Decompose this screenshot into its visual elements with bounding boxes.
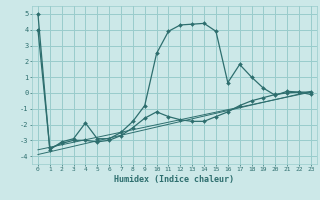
X-axis label: Humidex (Indice chaleur): Humidex (Indice chaleur) bbox=[115, 175, 234, 184]
